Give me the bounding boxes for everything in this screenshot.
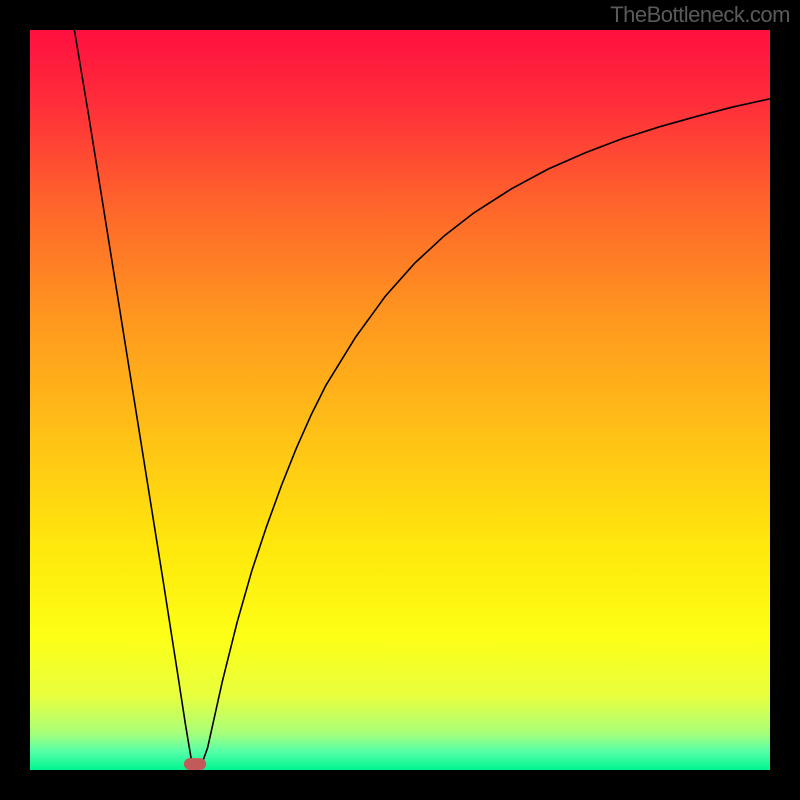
- plot-area: [30, 30, 770, 770]
- chart-svg: [30, 30, 770, 770]
- watermark-text: TheBottleneck.com: [610, 2, 790, 28]
- optimal-marker: [184, 758, 206, 770]
- gradient-background: [30, 30, 770, 770]
- chart-frame: TheBottleneck.com: [0, 0, 800, 800]
